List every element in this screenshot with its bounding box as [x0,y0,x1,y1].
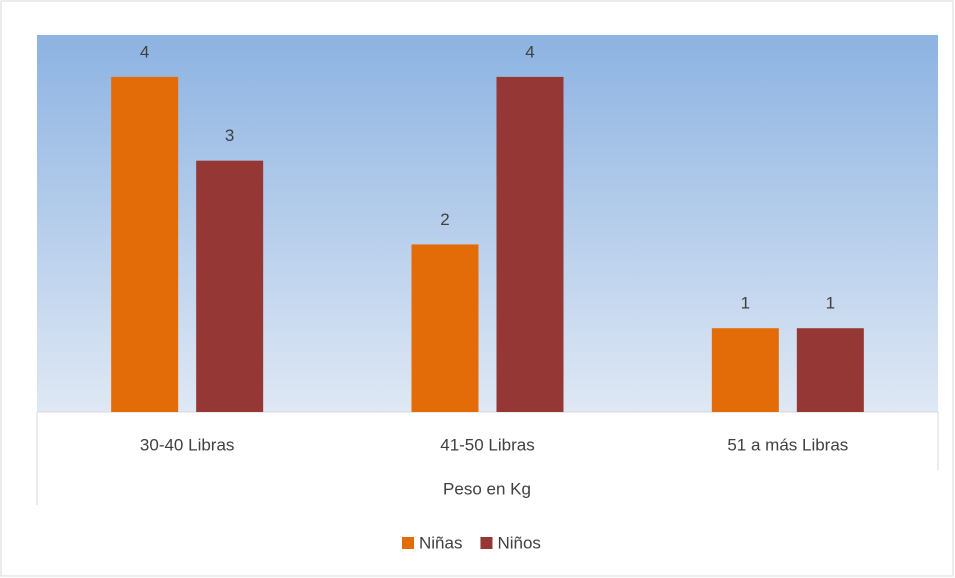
data-label: 4 [525,42,534,61]
bar [196,160,264,412]
data-label: 1 [741,294,750,313]
data-label: 2 [440,210,449,229]
legend-label: Niños [497,533,540,552]
legend-swatch [480,537,493,549]
plot-area [37,35,938,412]
data-label: 1 [826,294,835,313]
data-label: 3 [225,126,234,145]
x-tick-label: 30-40 Libras [140,435,235,454]
legend-swatch [402,537,414,549]
x-tick-label: 51 a más Libras [727,435,848,454]
legend-label: Niñas [419,533,462,552]
x-tick-label: 41-50 Libras [440,435,535,454]
data-label: 4 [140,42,149,61]
bar [796,328,864,412]
bar [411,244,479,412]
bar [711,328,779,412]
bar [496,76,564,412]
bar [111,76,179,412]
x-axis-label: Peso en Kg [443,479,531,498]
